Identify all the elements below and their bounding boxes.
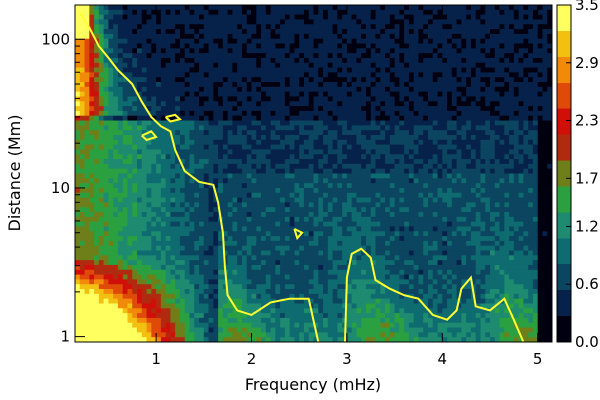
heatmap-field	[75, 5, 552, 342]
colorbar-tick-label: 3.5	[575, 0, 599, 14]
y-tick-label: 10	[51, 179, 70, 197]
y-axis-title: Distance (Mm)	[5, 115, 24, 232]
colorbar-tick-label: 1.2	[575, 217, 599, 235]
contour-line-3	[141, 130, 158, 142]
contour-line-4	[164, 113, 182, 123]
y-tick-label: 100	[41, 30, 70, 48]
colorbar-axis: 3.5 2.9 2.3 1.7 1.2 0.6 0.0	[566, 0, 599, 351]
colorbar-tick-label: 0.6	[575, 275, 599, 293]
x-axis-title: Frequency (mHz)	[245, 375, 381, 394]
colorbar	[556, 4, 572, 343]
plot-frame	[74, 4, 553, 343]
y-axis: 1 10 100	[41, 30, 85, 346]
x-tick-label: 5	[533, 350, 543, 368]
x-tick-label: 2	[247, 350, 257, 368]
colorbar-tick-label: 2.3	[575, 112, 599, 130]
y-tick-label: 1	[60, 328, 70, 346]
contour-line-main	[78, 12, 320, 342]
colorbar-tick-label: 0.0	[575, 333, 599, 351]
contour-lines	[78, 12, 525, 342]
x-tick-label: 3	[342, 350, 352, 368]
x-axis: 1 2 3 4 5	[151, 5, 542, 368]
x-tick-label: 4	[438, 350, 448, 368]
x-tick-label: 1	[151, 350, 161, 368]
contour-line-1	[344, 247, 525, 342]
colorbar-tick-label: 2.9	[575, 54, 599, 72]
contour-line-2	[293, 228, 304, 241]
colorbar-tick-label: 1.7	[575, 169, 599, 187]
